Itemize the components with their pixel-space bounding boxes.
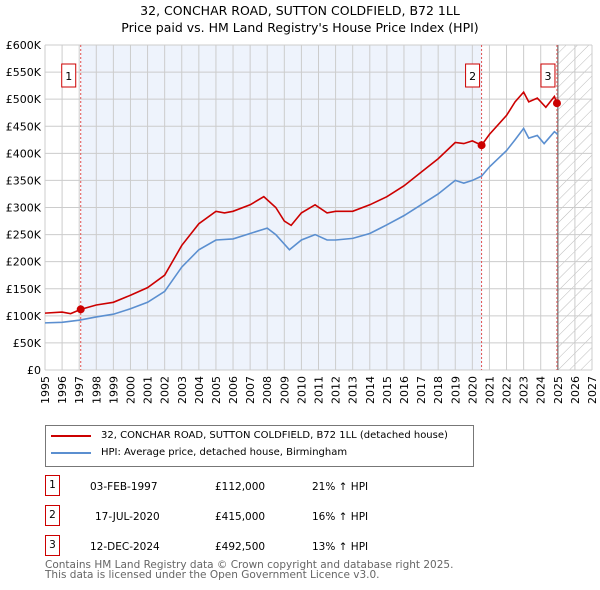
sale-label-box [61, 63, 77, 88]
sale-date: 03-FEB-1997 [90, 481, 158, 493]
x-tick-label: 2004 [193, 376, 206, 404]
y-tick-label: £400K [6, 147, 42, 160]
x-tick-label: 2009 [278, 376, 291, 404]
x-tick-label: 2013 [347, 376, 360, 404]
x-tick-label: 1997 [73, 376, 86, 404]
sale-label-box [540, 63, 556, 88]
x-tick-label: 2015 [381, 376, 394, 404]
y-tick-label: £450K [6, 120, 42, 133]
hpi-line [44, 126, 559, 324]
y-tick-label: £100K [6, 310, 42, 323]
y-tick-label: £50K [13, 337, 42, 350]
legend-swatch-hpi [51, 451, 91, 454]
x-tick-label: 1998 [90, 376, 103, 404]
x-tick-label: 1999 [107, 376, 120, 404]
x-tick-label: 2024 [535, 376, 548, 404]
x-tick-label: 2003 [176, 376, 189, 404]
x-tick-label: 2018 [432, 376, 445, 404]
sale-price: £492,500 [215, 541, 266, 553]
legend-label-property: 32, CONCHAR ROAD, SUTTON COLDFIELD, B72 … [101, 430, 448, 441]
x-tick-label: 2027 [586, 376, 599, 404]
footer: Contains HM Land Registry data © Crown c… [45, 559, 454, 581]
x-tick-label: 2011 [313, 376, 326, 404]
x-tick-label: 1996 [56, 376, 69, 404]
legend-swatch-property [51, 434, 91, 437]
x-tick-label: 2020 [466, 376, 479, 404]
sale-point [477, 141, 486, 150]
sale-row: 3 12-DEC-2024 £492,500 13% ↑ HPI [45, 535, 485, 558]
chart-title: 32, CONCHAR ROAD, SUTTON COLDFIELD, B72 … [140, 3, 460, 18]
sale-date: 17-JUL-2020 [95, 511, 160, 523]
sale-date: 12-DEC-2024 [90, 541, 160, 553]
x-tick-label: 2026 [569, 376, 582, 404]
x-tick-label: 2025 [552, 376, 565, 404]
sale-hpi-diff: 21% ↑ HPI [312, 481, 369, 493]
x-tick-label: 2016 [398, 376, 411, 404]
sale-number: 3 [45, 535, 60, 556]
sale-number: 1 [45, 475, 60, 496]
y-tick-label: £300K [6, 202, 42, 215]
x-tick-label: 2001 [142, 376, 155, 404]
sale-price: £415,000 [215, 511, 266, 523]
y-tick-label: £350K [6, 174, 42, 187]
sale-label: 1 [65, 70, 72, 83]
y-tick-label: £150K [6, 283, 42, 296]
y-tick-label: £250K [6, 229, 42, 242]
sale-label: 2 [469, 70, 476, 83]
x-tick-label: 2008 [261, 376, 274, 404]
x-tick-label: 2012 [330, 376, 343, 404]
legend-label-hpi: HPI: Average price, detached house, Birm… [101, 447, 348, 458]
x-tick-label: 2022 [501, 376, 514, 404]
x-tick-label: 2000 [124, 376, 137, 404]
x-tick-label: 2023 [518, 376, 531, 404]
property-price-line [44, 90, 558, 315]
x-tick-label: 2021 [483, 376, 496, 404]
sale-row: 2 17-JUL-2020 £415,000 16% ↑ HPI [45, 505, 485, 528]
x-tick-label: 2010 [295, 376, 308, 404]
sale-price: £112,000 [215, 481, 266, 493]
sale-point [76, 305, 85, 314]
x-tick-label: 2017 [415, 376, 428, 404]
x-tick-label: 2007 [244, 376, 257, 404]
sale-point [552, 99, 561, 108]
sale-label-box [465, 63, 481, 88]
sale-hpi-diff: 16% ↑ HPI [312, 511, 369, 523]
sale-row: 1 03-FEB-1997 £112,000 21% ↑ HPI [45, 475, 485, 498]
sale-hpi-diff: 13% ↑ HPI [312, 541, 369, 553]
chart-subtitle: Price paid vs. HM Land Registry's House … [121, 20, 479, 35]
x-tick-label: 2014 [364, 376, 377, 404]
x-tick-label: 2005 [210, 376, 223, 404]
plot-area: 1995 1996 1997 1998 1999 2000 2001 2002 2003 2004… [6, 39, 599, 404]
legend: 32, CONCHAR ROAD, SUTTON COLDFIELD, B72 … [45, 425, 474, 467]
x-tick-label: 2019 [449, 376, 462, 404]
y-tick-label: £0 [27, 364, 41, 377]
sale-label: 3 [544, 70, 551, 83]
footer-line: Contains HM Land Registry data © Crown c… [45, 559, 454, 571]
x-tick-label: 2006 [227, 376, 240, 404]
x-tick-label: 1995 [39, 376, 52, 404]
y-tick-label: £200K [6, 256, 42, 269]
y-tick-label: £500K [6, 93, 42, 106]
footer-line: This data is licensed under the Open Gov… [45, 569, 380, 581]
sale-number: 2 [45, 505, 60, 526]
y-tick-label: £550K [6, 66, 42, 79]
x-tick-label: 2002 [159, 376, 172, 404]
y-tick-label: £600K [6, 39, 42, 52]
